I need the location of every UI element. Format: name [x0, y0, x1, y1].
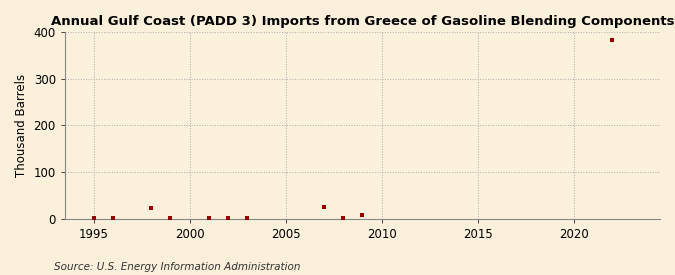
Point: [203, 216, 214, 220]
Point: [223, 216, 234, 220]
Point: [146, 206, 157, 211]
Point: [107, 216, 118, 220]
Text: Source: U.S. Energy Information Administration: Source: U.S. Energy Information Administ…: [54, 262, 300, 272]
Point: [357, 213, 368, 218]
Point: [338, 216, 348, 220]
Y-axis label: Thousand Barrels: Thousand Barrels: [15, 74, 28, 177]
Point: [165, 216, 176, 220]
Point: [607, 38, 618, 42]
Point: [88, 216, 99, 220]
Point: [319, 205, 329, 209]
Title: Annual Gulf Coast (PADD 3) Imports from Greece of Gasoline Blending Components: Annual Gulf Coast (PADD 3) Imports from …: [51, 15, 674, 28]
Point: [242, 216, 252, 220]
